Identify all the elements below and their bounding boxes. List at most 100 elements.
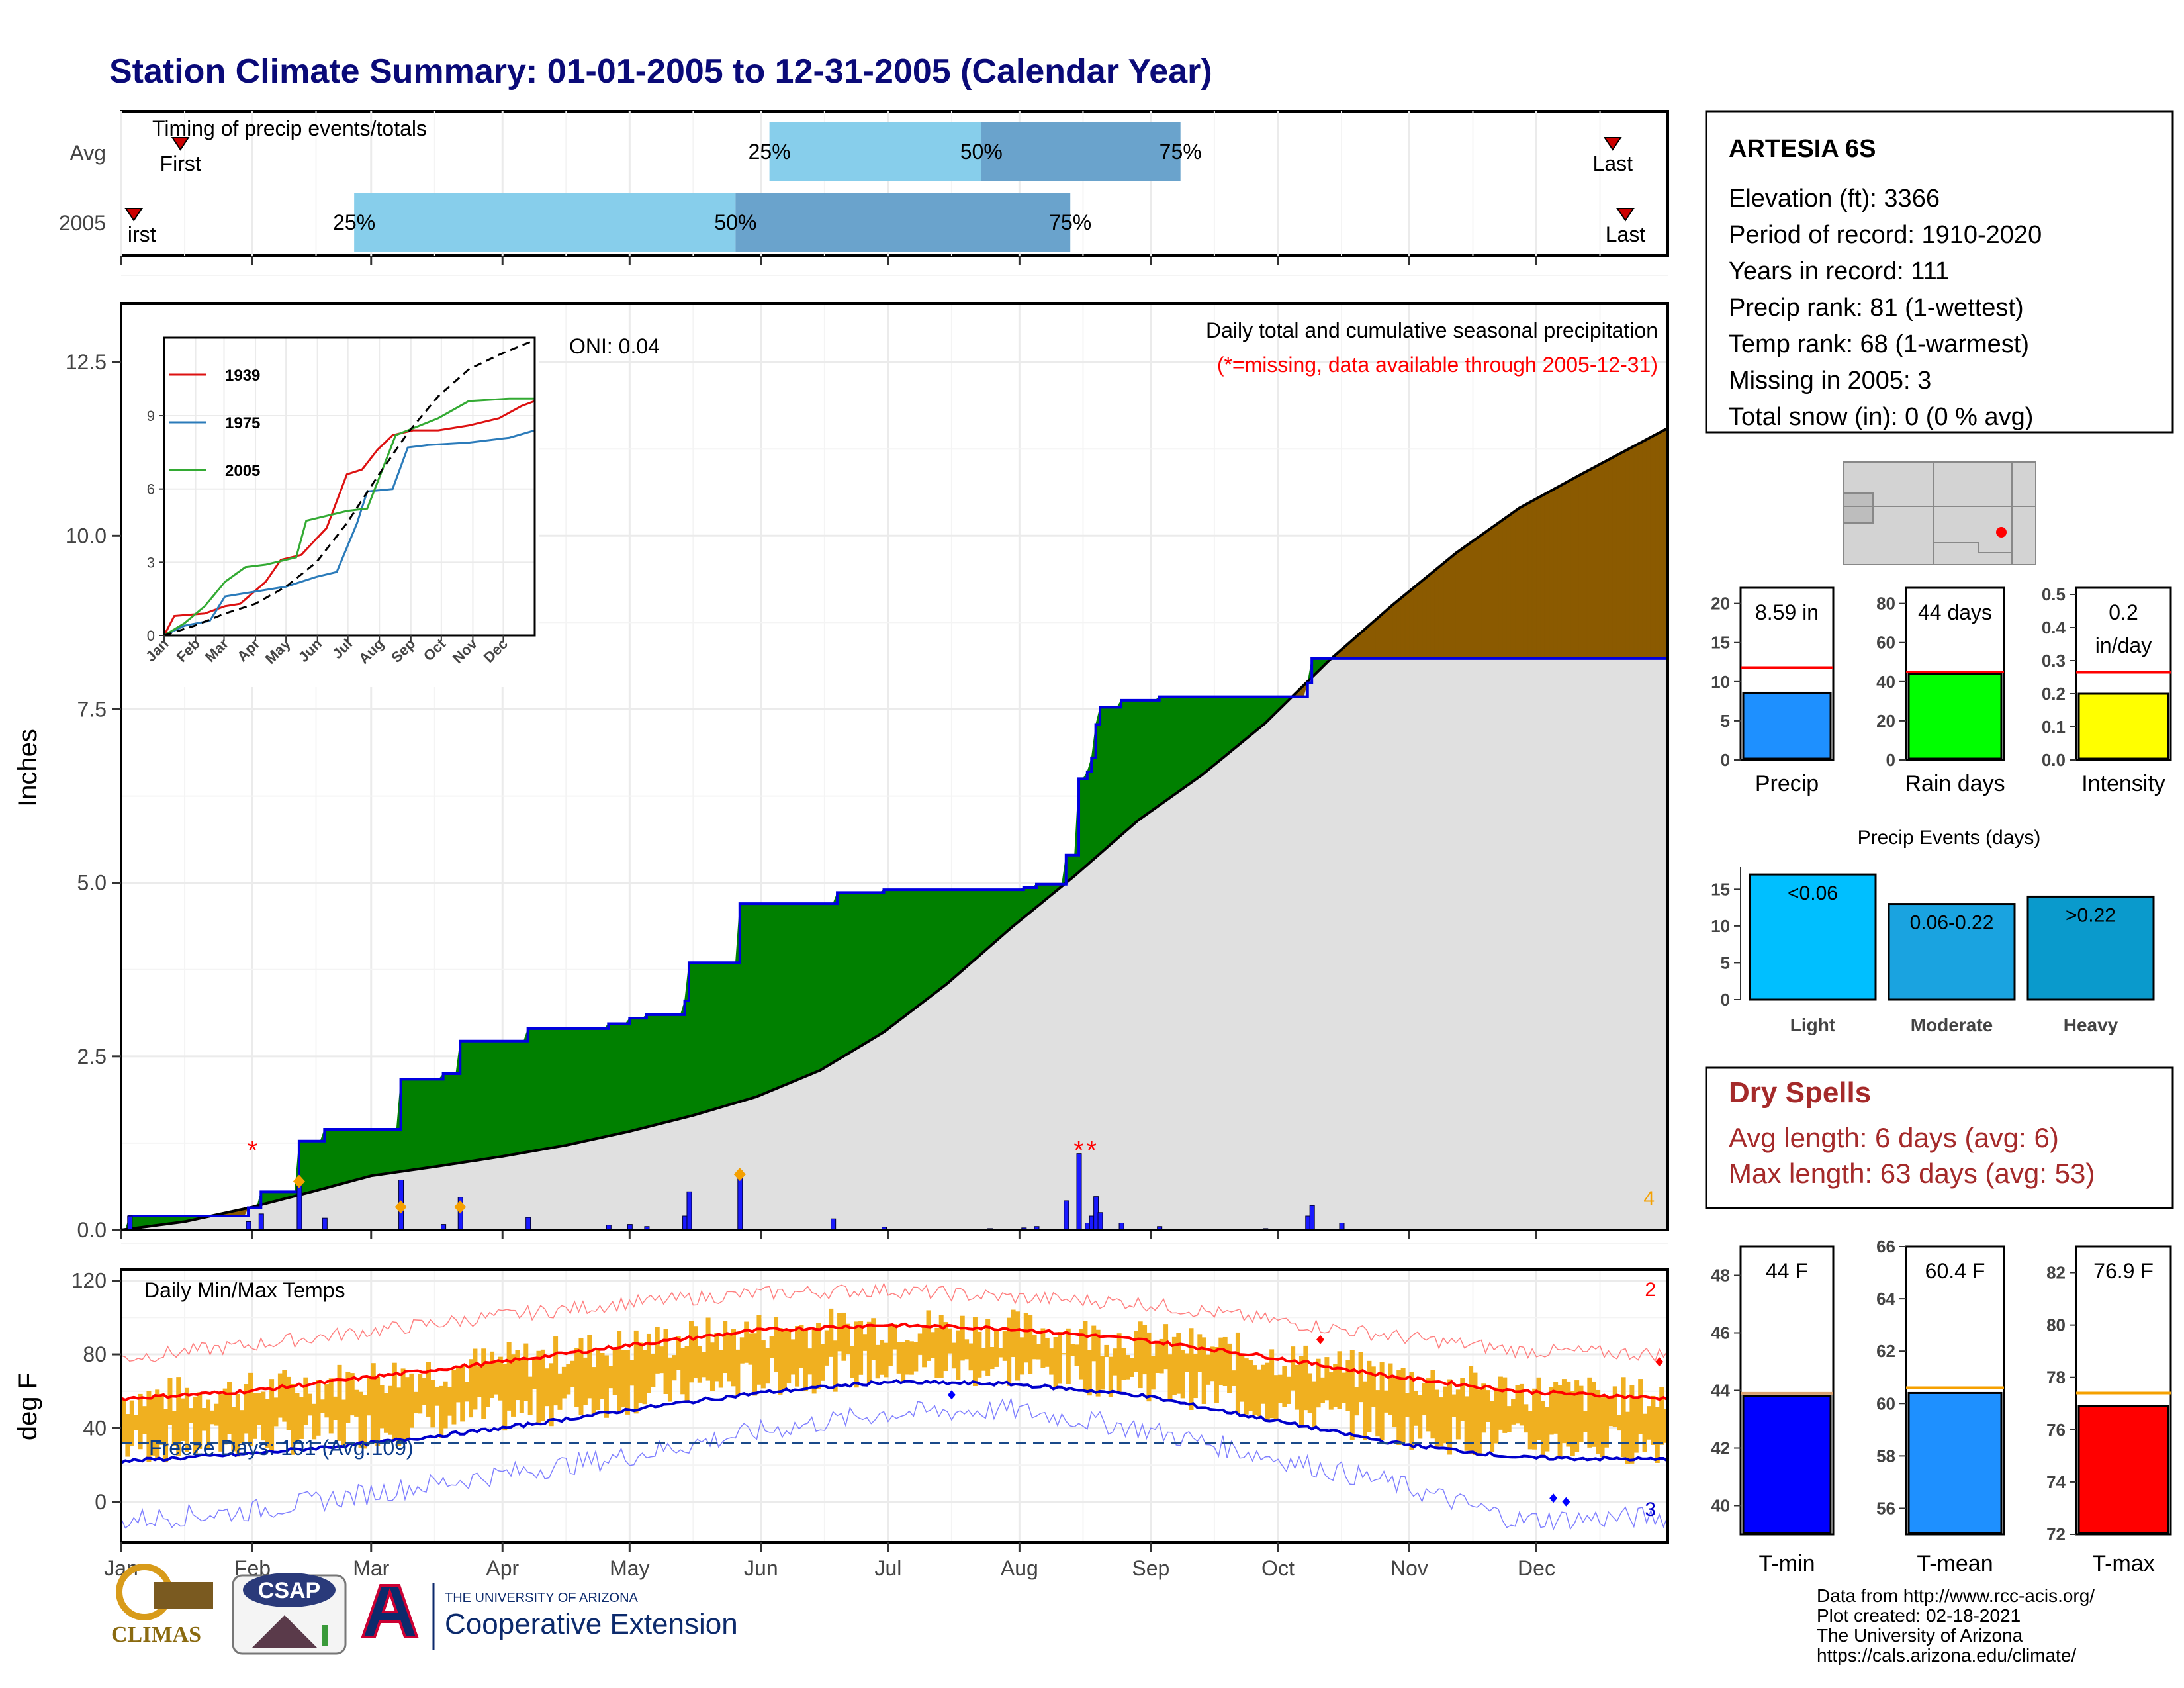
- stat-tick-label: 10: [1711, 672, 1730, 692]
- stat-label: Precip: [1755, 771, 1819, 796]
- daily-temp-bar: [667, 1357, 672, 1402]
- precip-above-avg-area: [655, 1014, 660, 1125]
- stat-tick-label: 5: [1721, 711, 1730, 731]
- precip-above-avg-area: [519, 1041, 524, 1154]
- inset-tick-label-y: 3: [147, 554, 155, 571]
- daily-temp-bar: [320, 1399, 325, 1413]
- daily-temp-bar: [142, 1406, 148, 1434]
- daily-temp-bar: [125, 1414, 130, 1457]
- inset-tick-label-y: 0: [147, 628, 155, 644]
- precip-above-avg-area: [752, 903, 757, 1099]
- daily-temp-bar: [1553, 1382, 1559, 1434]
- daily-temp-bar: [1180, 1349, 1185, 1399]
- precip-above-avg-area: [413, 1079, 418, 1170]
- daily-temp-bar: [1032, 1335, 1037, 1360]
- stat-label: Rain days: [1905, 771, 2005, 796]
- stat-tick-label: 80: [2046, 1315, 2066, 1335]
- daily-temp-bar: [880, 1340, 885, 1375]
- daily-temp-bar: [892, 1324, 897, 1350]
- daily-temp-bar: [536, 1350, 541, 1423]
- precip-above-avg-area: [799, 903, 804, 1080]
- record-high-line: [120, 1282, 1668, 1362]
- daily-temp-bar: [354, 1389, 359, 1417]
- daily-temp-bar: [277, 1373, 283, 1418]
- daily-temp-bar: [1345, 1360, 1351, 1411]
- daily-temp-bar: [1363, 1381, 1368, 1441]
- daily-temp-bar: [854, 1321, 859, 1388]
- precip-above-avg-area: [586, 1028, 592, 1141]
- daily-temp-bar: [795, 1326, 800, 1387]
- precip-above-avg-area: [604, 1023, 609, 1137]
- daily-temp-bar: [748, 1333, 753, 1365]
- daily-temp-bar: [1079, 1329, 1084, 1380]
- timing-row-avg-label: Avg: [69, 141, 106, 165]
- daily-temp-bar: [934, 1327, 940, 1378]
- daily-temp-bar: [917, 1333, 923, 1355]
- precip-above-avg-area: [349, 1129, 355, 1182]
- daily-temp-bar: [523, 1343, 529, 1401]
- precip-above-avg-area: [782, 903, 787, 1087]
- precip-above-avg-area: [1210, 696, 1215, 769]
- credit-institution: The University of Arizona: [1817, 1625, 2023, 1646]
- station-elevation: Elevation (ft): 3366: [1729, 185, 1940, 212]
- precip-frame: [120, 302, 1669, 1231]
- inset-legend-label: 1975: [225, 414, 260, 432]
- daily-temp-bar: [896, 1342, 901, 1374]
- precip-above-avg-area: [1125, 700, 1130, 832]
- precip-above-avg-area: [307, 1141, 312, 1194]
- precip-above-avg-area: [760, 903, 766, 1096]
- events-category-label: Moderate: [1911, 1015, 1993, 1035]
- events-tick-label: 5: [1721, 953, 1730, 972]
- precip-below-avg-area: [1574, 475, 1579, 659]
- daily-temp-bar: [1451, 1394, 1457, 1417]
- precip-below-avg-area: [1531, 498, 1537, 659]
- precip-above-avg-area: [833, 892, 838, 1063]
- daily-temp-bar: [273, 1397, 279, 1427]
- daily-temp-bar: [629, 1360, 635, 1386]
- csap-wordmark: CSAP: [258, 1578, 320, 1603]
- month-tick-label: Oct: [1261, 1556, 1295, 1580]
- daily-temp-bar: [943, 1322, 948, 1372]
- daily-temp-bar: [989, 1347, 995, 1370]
- daily-temp-bar: [756, 1315, 762, 1385]
- daily-temp-bar: [1540, 1401, 1545, 1458]
- daily-temp-bar: [532, 1359, 537, 1389]
- precip-below-avg-area: [1459, 546, 1465, 659]
- ua-small-text: THE UNIVERSITY OF ARIZONA: [445, 1591, 639, 1605]
- daily-temp-bar: [1341, 1372, 1346, 1404]
- daily-temp-bar: [413, 1391, 418, 1414]
- daily-temp-bar: [1498, 1376, 1503, 1430]
- daily-temp-bar: [1070, 1344, 1075, 1356]
- daily-temp-bar: [1651, 1395, 1656, 1445]
- first-event-marker: [124, 208, 144, 222]
- daily-precip-bar: [322, 1217, 328, 1231]
- stat-tick-label: 40: [1876, 672, 1895, 692]
- precip-above-avg-area: [1150, 700, 1156, 812]
- daily-temp-bar: [312, 1403, 317, 1440]
- precip-above-avg-area: [434, 1079, 439, 1167]
- precip-above-avg-area: [570, 1028, 575, 1145]
- daily-temp-bar: [964, 1339, 970, 1360]
- precip-above-avg-area: [1205, 696, 1210, 773]
- events-bar: [1888, 903, 2016, 1001]
- missing-data-marker: *: [248, 1136, 258, 1165]
- daily-temp-bar: [167, 1378, 173, 1425]
- daily-temp-bar: [625, 1350, 630, 1415]
- record-temp-marker: [1655, 1357, 1664, 1367]
- precip-above-avg-area: [451, 1073, 457, 1165]
- precip-above-avg-area: [1163, 696, 1168, 803]
- daily-temp-bar: [591, 1367, 596, 1415]
- daily-temp-bar: [1023, 1313, 1028, 1363]
- daily-temp-bar: [1150, 1356, 1156, 1390]
- daily-temp-bar: [485, 1364, 490, 1407]
- precip-below-avg-area: [1637, 441, 1643, 659]
- daily-temp-bar: [1443, 1386, 1448, 1444]
- daily-temp-bar: [206, 1399, 211, 1448]
- precip-above-avg-area: [1099, 706, 1105, 855]
- last-event-marker: [1603, 137, 1622, 151]
- credit-url: https://cals.arizona.edu/climate/: [1817, 1645, 2076, 1665]
- station-info-box: ARTESIA 6S Elevation (ft): 3366 Period o…: [1705, 110, 2174, 434]
- precip-caption-2: (*=missing, data available through 2005-…: [1217, 353, 1658, 377]
- precip-below-avg-area: [1367, 623, 1372, 659]
- stat-value-unit: in/day: [2095, 633, 2152, 657]
